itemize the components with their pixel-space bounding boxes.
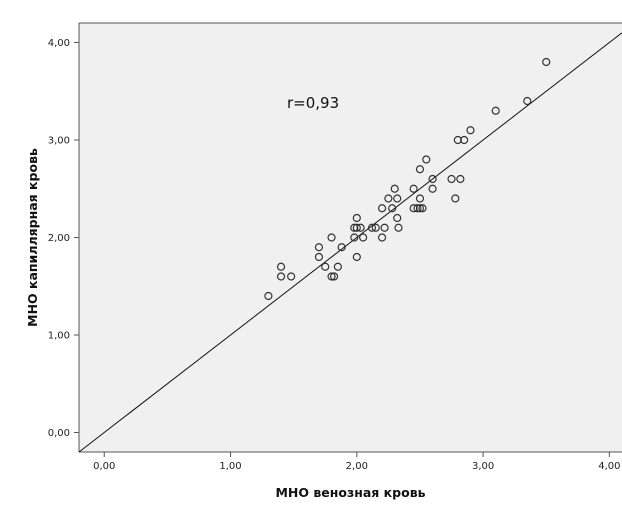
data-point xyxy=(367,223,377,232)
data-point xyxy=(523,96,532,106)
data-point xyxy=(264,291,273,301)
data-point xyxy=(327,272,336,281)
data-point xyxy=(337,243,346,252)
data-point xyxy=(333,262,342,271)
data-point xyxy=(352,223,361,232)
data-point xyxy=(415,165,425,174)
data-point xyxy=(428,184,437,193)
data-point xyxy=(453,135,462,145)
data-point xyxy=(359,233,368,242)
y-tick-label: 0,00 xyxy=(48,428,70,439)
y-tick-label: 1,00 xyxy=(48,331,70,342)
data-point xyxy=(321,262,330,271)
data-point xyxy=(371,223,380,232)
data-point xyxy=(447,174,456,184)
y-tick-label: 3,00 xyxy=(48,136,70,147)
data-point xyxy=(428,174,437,184)
data-point xyxy=(377,233,387,242)
data-point xyxy=(451,194,460,203)
y-tick-label: 4,00 xyxy=(48,38,70,49)
data-point xyxy=(393,194,402,203)
data-point xyxy=(413,204,422,213)
data-point xyxy=(356,223,365,232)
data-point xyxy=(460,135,469,145)
reference-line xyxy=(78,32,622,453)
data-point xyxy=(415,194,425,203)
data-point xyxy=(394,223,403,232)
data-point xyxy=(287,272,296,281)
data-point xyxy=(393,213,402,223)
data-point xyxy=(409,204,418,213)
data-point xyxy=(415,204,425,213)
data-point xyxy=(418,204,427,213)
data-point xyxy=(466,126,475,135)
data-point xyxy=(456,174,465,184)
data-point xyxy=(352,213,361,223)
data-point xyxy=(390,184,399,193)
data-point xyxy=(384,194,393,203)
x-tick-label: 1,00 xyxy=(219,461,241,472)
data-points xyxy=(264,57,551,301)
data-point xyxy=(314,243,324,252)
y-tick-label: 2,00 xyxy=(48,233,70,244)
data-point xyxy=(327,233,336,242)
correlation-annotation: r=0,93 xyxy=(287,94,339,112)
data-point xyxy=(409,184,418,193)
x-tick-label: 2,00 xyxy=(346,461,368,472)
x-tick-label: 0,00 xyxy=(93,461,115,472)
data-point xyxy=(276,262,286,271)
data-point xyxy=(388,204,397,213)
x-tick-label: 3,00 xyxy=(472,461,494,472)
data-point xyxy=(350,223,359,232)
data-point xyxy=(350,233,359,242)
data-point xyxy=(329,272,339,281)
x-axis-title: МНО венозная кровь xyxy=(275,485,425,500)
data-point xyxy=(377,204,387,213)
data-point xyxy=(380,223,389,232)
data-point xyxy=(542,57,551,67)
y-axis-title: МНО капиллярная кровь xyxy=(25,148,40,327)
data-point xyxy=(352,252,361,262)
axis-ticks: 0,00 1,00 2,00 3,00 4,00 0,00 1,00 2,00 3,00 4,00 xyxy=(48,38,621,472)
data-point xyxy=(276,272,286,281)
data-point xyxy=(422,155,431,164)
data-point xyxy=(314,252,324,262)
x-tick-label: 4,00 xyxy=(598,461,620,472)
data-point xyxy=(491,106,500,115)
